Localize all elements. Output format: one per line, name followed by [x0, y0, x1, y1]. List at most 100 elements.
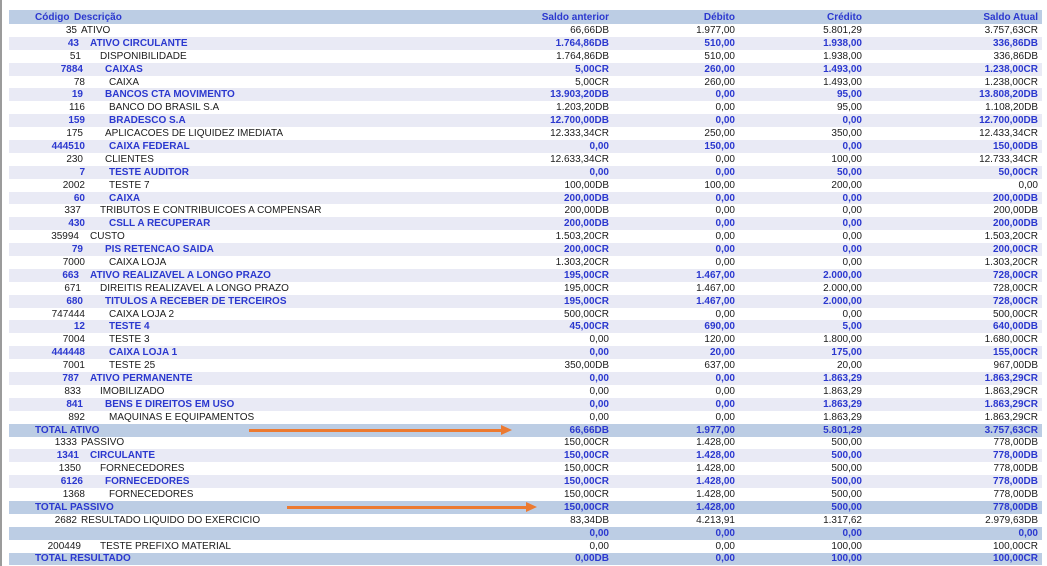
account-code: 7884 — [60, 63, 83, 75]
account-row[interactable]: 1368 FORNECEDORES 150,00CR 1.428,00 500,00 77… — [9, 488, 1042, 501]
account-description: ATIVO PERMANENTE — [90, 372, 193, 384]
credito-value: 0,00 — [842, 115, 862, 127]
account-row[interactable]: 663 ATIVO REALIZAVEL A LONGO PRAZO 195,00C… — [9, 268, 1042, 282]
account-row[interactable]: 7000 CAIXA LOJA 1.303,20CR 0,00 0,00 1.303,20… — [9, 256, 1042, 269]
account-row[interactable]: 787 ATIVO PERMANENTE 0,00 0,00 1.863,29 1.863… — [9, 372, 1042, 385]
debito-value: 510,00 — [704, 37, 735, 49]
account-row[interactable]: 12 TESTE 4 45,00CR 690,00 5,00 640,00DB — [9, 320, 1042, 334]
account-row[interactable]: 444510 CAIXA FEDERAL 0,00 150,00 0,00 150,00D… — [9, 140, 1042, 153]
debito-value: 4.213,91 — [696, 514, 735, 526]
saldo-atual-value: 778,00DB — [992, 476, 1038, 488]
credito-value: 500,00 — [831, 450, 862, 462]
account-row[interactable]: 7 TESTE AUDITOR 0,00 0,00 50,00 50,00CR — [9, 165, 1042, 179]
account-code: 7000 — [62, 256, 85, 268]
account-description: CUSTO — [90, 231, 125, 243]
saldo-anterior-value: 150,00CR — [563, 437, 609, 449]
saldo-anterior-value: 12.633,34CR — [550, 153, 609, 165]
saldo-atual-value: 100,00CR — [992, 553, 1038, 565]
account-row[interactable]: 19 BANCOS CTA MOVIMENTO 13.903,20DB 0,00 95,… — [9, 88, 1042, 102]
account-row[interactable]: 6126 FORNECEDORES 150,00CR 1.428,00 500,00 77… — [9, 475, 1042, 489]
account-row[interactable]: 1341 CIRCULANTE 150,00CR 1.428,00 500,00 778,… — [9, 449, 1042, 463]
account-code: 1333 — [54, 437, 77, 449]
arrow-shaft — [249, 428, 501, 432]
highlight-arrow — [287, 502, 537, 513]
account-description: ATIVO — [81, 24, 111, 36]
account-code: 60 — [73, 192, 85, 204]
account-description: IMOBILIZADO — [100, 385, 165, 397]
account-code: 671 — [64, 282, 81, 294]
credito-value: 1.493,00 — [823, 76, 862, 88]
debito-value: 1.977,00 — [696, 424, 735, 436]
saldo-atual-value: 200,00DB — [993, 205, 1038, 217]
saldo-atual-value: 1.503,20CR — [984, 231, 1038, 243]
saldo-atual-value: 640,00DB — [992, 321, 1038, 333]
account-row[interactable]: 175 APLICACOES DE LIQUIDEZ IMEDIATA 12.333… — [9, 127, 1042, 141]
saldo-anterior-value: 0,00 — [589, 527, 609, 539]
account-row[interactable]: 430 CSLL A RECUPERAR 200,00DB 0,00 0,00 200,0… — [9, 217, 1042, 231]
credito-value: 0,00 — [842, 205, 862, 217]
account-row[interactable]: 671 DIREITIS REALIZAVEL A LONGO PRAZO 195,… — [9, 281, 1042, 295]
saldo-anterior-value: 0,00 — [589, 540, 609, 552]
credito-value: 0,00 — [842, 527, 862, 539]
account-description: CLIENTES — [105, 153, 154, 165]
account-row[interactable]: 747444 CAIXA LOJA 2 500,00CR 0,00 0,00 500,00… — [9, 307, 1042, 321]
account-row[interactable]: 200449 TESTE PREFIXO MATERIAL 0,00 0,00 100,… — [9, 539, 1042, 553]
account-description: CAIXA FEDERAL — [109, 140, 190, 152]
account-row[interactable]: 2682 RESULTADO LIQUIDO DO EXERCICIO 83,34D… — [9, 513, 1042, 527]
saldo-atual-value: 778,00DB — [993, 463, 1038, 475]
account-row[interactable]: 7001 TESTE 25 350,00DB 637,00 20,00 967,00DB — [9, 359, 1042, 373]
account-row[interactable]: 680 TITULOS A RECEBER DE TERCEIROS 195,00C… — [9, 294, 1042, 308]
account-row[interactable]: 35 ATIVO 66,66DB 1.977,00 5.801,29 3.757,63CR — [9, 24, 1042, 37]
account-row[interactable]: 444448 CAIXA LOJA 1 0,00 20,00 175,00 155,00C… — [9, 346, 1042, 360]
account-code: 444510 — [51, 140, 85, 152]
saldo-atual-value: 728,00CR — [992, 282, 1038, 294]
account-description: FORNECEDORES — [109, 489, 194, 500]
account-code: 1341 — [56, 450, 79, 462]
debito-value: 1.467,00 — [696, 282, 735, 294]
credito-value: 1.863,29 — [823, 398, 862, 410]
account-row[interactable]: 35994 CUSTO 1.503,20CR 0,00 0,00 1.503,20CR — [9, 230, 1042, 244]
saldo-anterior-value: 0,00 — [589, 347, 609, 359]
account-row[interactable]: 1350 FORNECEDORES 150,00CR 1.428,00 500,00 77… — [9, 462, 1042, 476]
account-description: TITULOS A RECEBER DE TERCEIROS — [105, 295, 287, 307]
account-code: 35994 — [51, 231, 79, 243]
table-body: 35 ATIVO 66,66DB 1.977,00 5.801,29 3.757,63CR… — [9, 24, 1042, 566]
credito-value: 500,00 — [831, 437, 862, 449]
saldo-anterior-value: 66,66DB — [570, 24, 609, 36]
account-code: 6126 — [60, 476, 83, 488]
account-row[interactable]: 833 IMOBILIZADO 0,00 0,00 1.863,29 1.863,29CR — [9, 384, 1042, 398]
credito-value: 1.863,29 — [823, 385, 862, 397]
account-row[interactable]: 116 BANCO DO BRASIL S.A 1.203,20DB 0,00 95,0… — [9, 101, 1042, 115]
debito-value: 0,00 — [715, 540, 735, 552]
account-description: TRIBUTOS E CONTRIBUICOES A COMPENSAR — [100, 205, 322, 217]
saldo-anterior-value: 150,00CR — [563, 463, 609, 475]
account-row[interactable]: 79 PIS RETENCAO SAIDA 200,00CR 0,00 0,00 200,… — [9, 243, 1042, 257]
column-header-credito: Crédito — [827, 11, 862, 23]
account-description: BENS E DIREITOS EM USO — [105, 398, 235, 410]
credito-value: 0,00 — [842, 231, 862, 243]
account-row[interactable]: 159 BRADESCO S.A 12.700,00DB 0,00 0,00 12.700… — [9, 114, 1042, 128]
account-row[interactable]: 7004 TESTE 3 0,00 120,00 1.800,00 1.680,00CR — [9, 333, 1042, 347]
account-row[interactable]: 51 DISPONIBILIDADE 1.764,86DB 510,00 1.938,0… — [9, 49, 1042, 63]
account-code: 159 — [68, 115, 85, 127]
credito-value: 5.801,29 — [823, 24, 862, 36]
debito-value: 0,00 — [715, 153, 735, 165]
account-row[interactable]: 1333 PASSIVO 150,00CR 1.428,00 500,00 778,00D… — [9, 436, 1042, 450]
account-row[interactable]: 60 CAIXA 200,00DB 0,00 0,00 200,00DB — [9, 191, 1042, 205]
account-row[interactable]: 230 CLIENTES 12.633,34CR 0,00 100,00 12.733,3… — [9, 152, 1042, 166]
saldo-anterior-value: 83,34DB — [570, 514, 609, 526]
arrow-shaft — [287, 505, 526, 509]
debito-value: 250,00 — [704, 128, 735, 140]
account-row[interactable]: 2002 TESTE 7 100,00DB 100,00 200,00 0,00 — [9, 178, 1042, 192]
account-row[interactable]: 7884 CAIXAS 5,00CR 260,00 1.493,00 1.238,00CR — [9, 62, 1042, 76]
account-row[interactable]: 43 ATIVO CIRCULANTE 1.764,86DB 510,00 1.938,… — [9, 36, 1042, 50]
account-row[interactable]: 78 CAIXA 5,00CR 260,00 1.493,00 1.238,00CR — [9, 75, 1042, 89]
account-row[interactable]: 841 BENS E DIREITOS EM USO 0,00 0,00 1.863,2… — [9, 397, 1042, 411]
total-row: TOTAL PASSIVO 150,00CR 1.428,00 500,00 778,0… — [9, 500, 1042, 514]
account-row[interactable]: 337 TRIBUTOS E CONTRIBUICOES A COMPENSAR 2… — [9, 204, 1042, 218]
saldo-atual-value: 12.700,00DB — [979, 115, 1038, 127]
account-code: 78 — [73, 76, 85, 88]
account-row[interactable]: 892 MAQUINAS E EQUIPAMENTOS 0,00 0,00 1.863,… — [9, 410, 1042, 424]
account-code: 51 — [69, 50, 81, 62]
column-header-saldo-atual: Saldo Atual — [983, 11, 1038, 23]
